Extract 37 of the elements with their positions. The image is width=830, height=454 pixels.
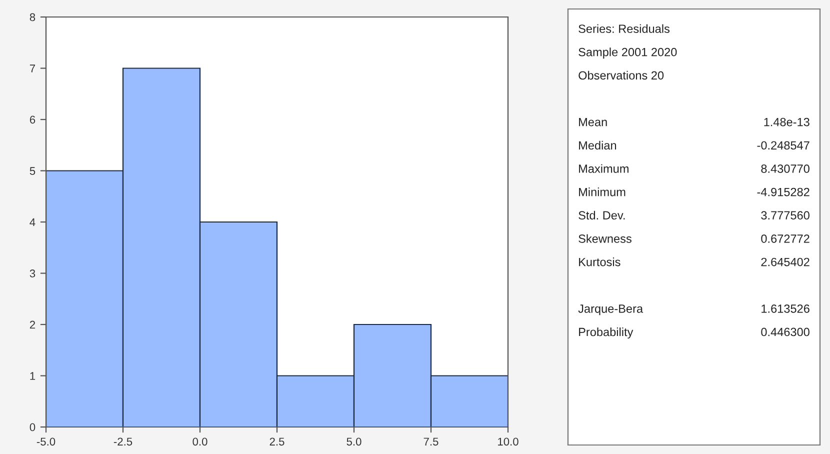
text: Kurtosis xyxy=(579,258,620,266)
y-tick-label: 6 xyxy=(30,116,36,124)
x-tick-label: 10.0 xyxy=(498,438,518,446)
x-tick-label: 0.0 xyxy=(192,438,208,446)
text: Mean xyxy=(579,118,607,126)
x-tick-label: 7.5 xyxy=(424,438,438,446)
text: 0.446300 xyxy=(761,328,810,336)
text: Maximum xyxy=(579,164,628,173)
text: 3.777560 xyxy=(761,211,810,220)
y-tick-label: 5 xyxy=(30,167,36,175)
text: Minimum xyxy=(579,188,626,196)
x-tick-label: 5.0 xyxy=(346,438,362,446)
text: 0.672772 xyxy=(761,234,810,243)
y-tick-label: 0 xyxy=(30,423,36,432)
text: Median xyxy=(579,140,616,150)
x-tick-label: 2.5 xyxy=(270,438,284,446)
x-tick-label: -2.5 xyxy=(114,438,132,446)
y-tick-label: 1 xyxy=(30,372,36,380)
text: Std. Dev. xyxy=(578,210,625,220)
y-tick-label: 3 xyxy=(30,270,36,278)
text: -4.915282 xyxy=(757,188,810,196)
x-tick-label: -5.0 xyxy=(36,438,56,446)
text: 8.430770 xyxy=(761,164,810,173)
text: Sample 2001 2020 xyxy=(578,48,677,59)
text: Series: Residuals xyxy=(578,24,670,33)
text: 1.613526 xyxy=(762,304,810,313)
y-tick-label: 2 xyxy=(30,320,36,329)
text: 1.48e-13 xyxy=(764,118,810,126)
text: Jarque-Bera xyxy=(578,304,644,316)
text: 2.645402 xyxy=(761,258,810,266)
text: Probability xyxy=(579,328,634,339)
y-tick-label: 8 xyxy=(30,13,36,22)
text: -0.248547 xyxy=(757,141,810,150)
text: Observations 20 xyxy=(578,70,664,80)
y-tick-label: 7 xyxy=(30,64,36,72)
y-tick-label: 4 xyxy=(30,218,36,226)
text: Skewness xyxy=(578,234,632,243)
